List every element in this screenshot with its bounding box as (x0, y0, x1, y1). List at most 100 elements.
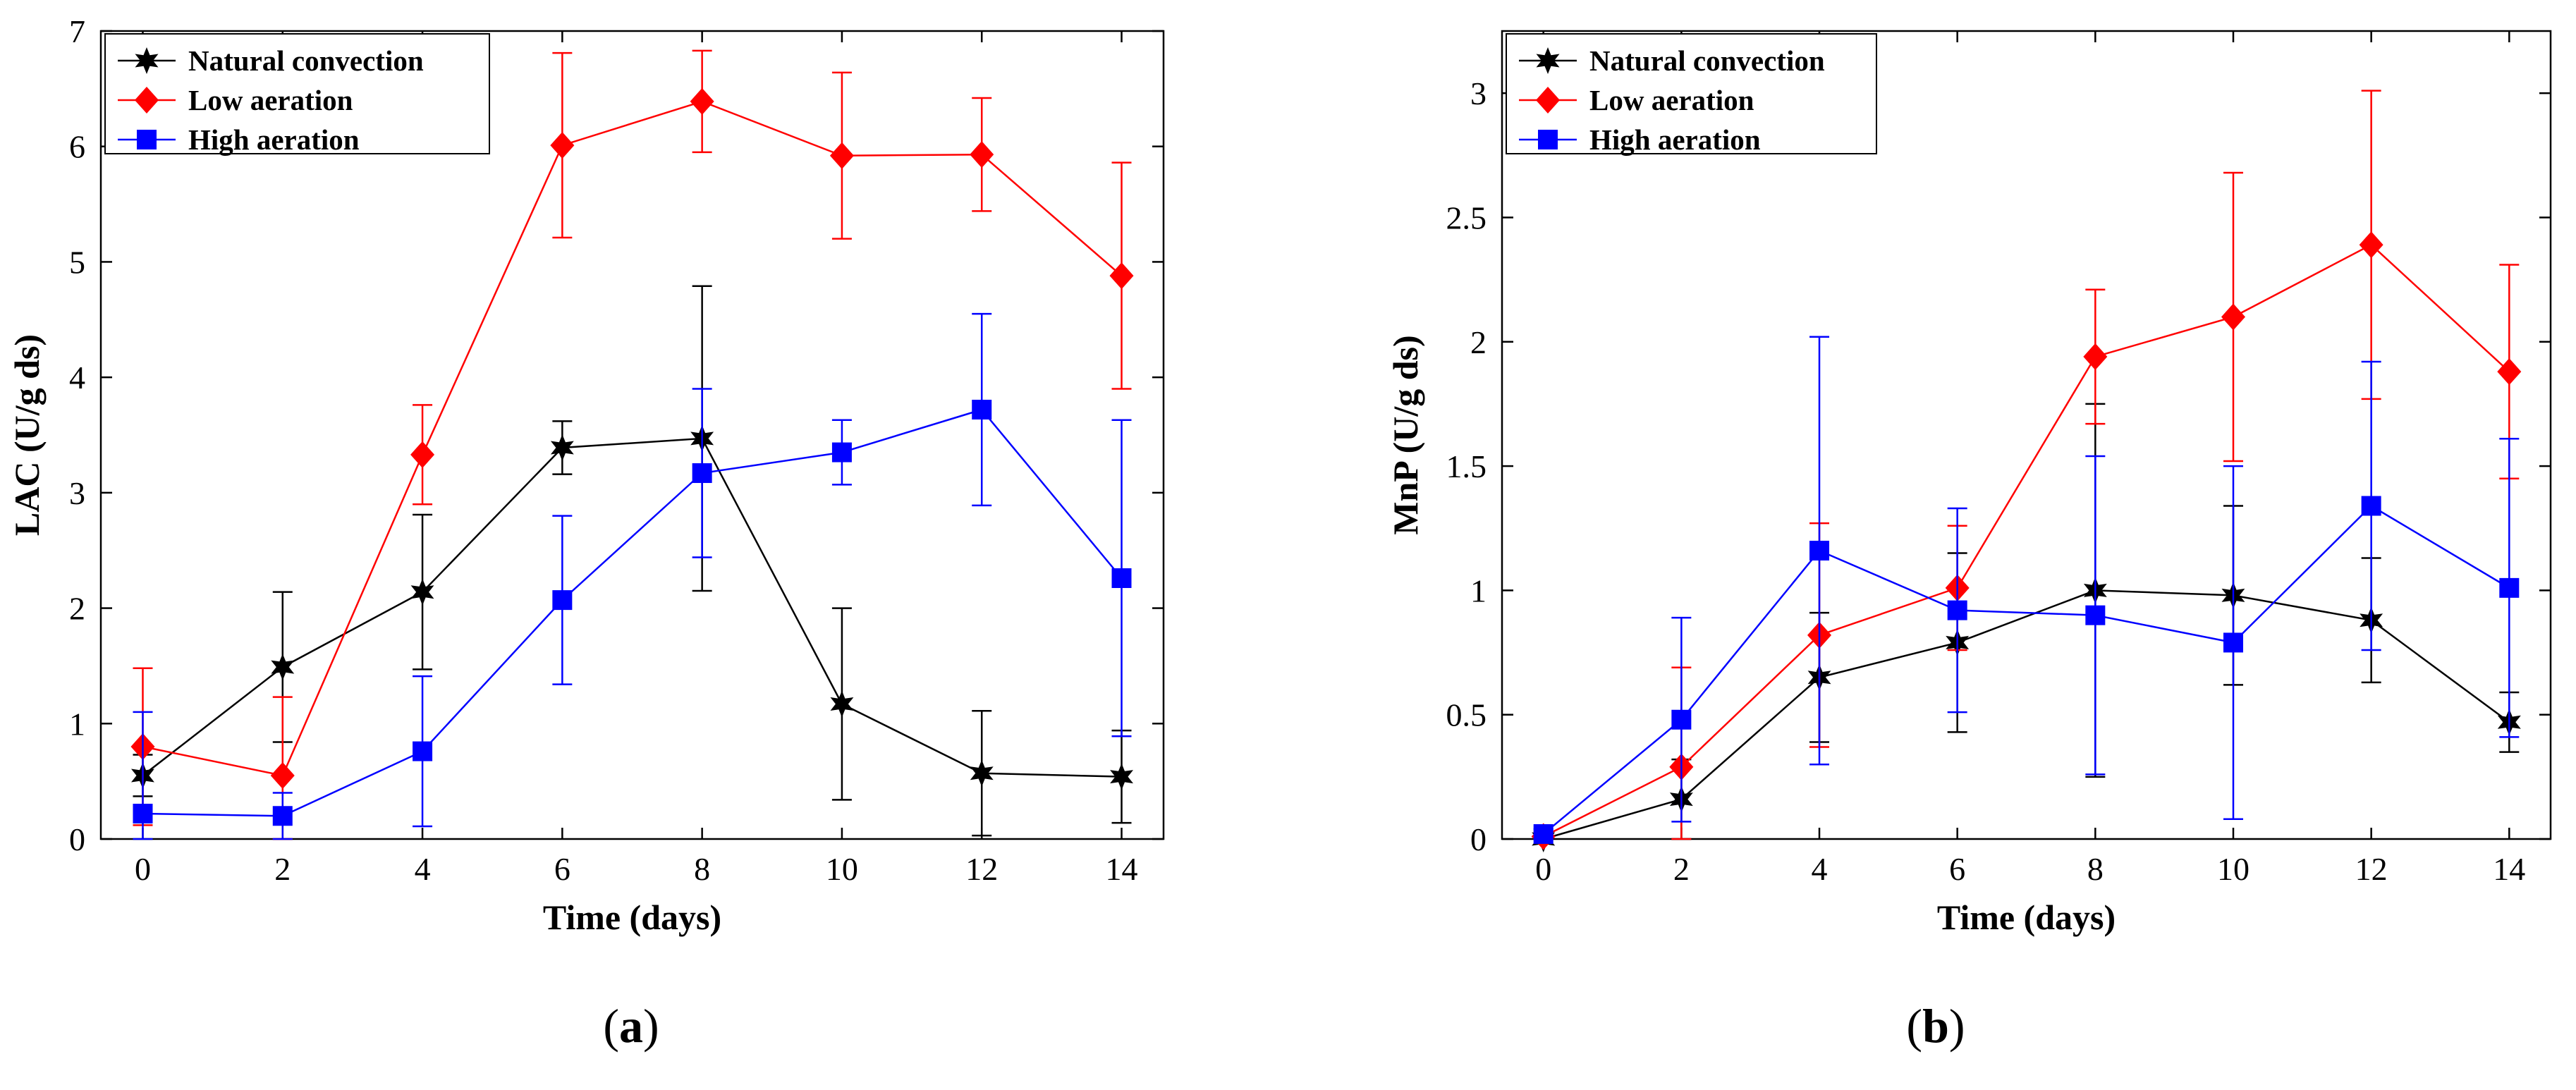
x-tick-label: 0 (1535, 851, 1551, 887)
data-point-diamond (2083, 343, 2108, 370)
data-point-square (2499, 577, 2520, 598)
x-tick-label: 6 (554, 851, 570, 887)
legend-label: High aeration (1589, 123, 1761, 156)
series-line (1543, 589, 2510, 840)
y-tick-label: 1 (69, 706, 85, 742)
data-point-star (1110, 763, 1133, 790)
legend: Natural convection Low aeration High aerat… (1506, 33, 1877, 156)
data-point-square (1947, 600, 1967, 620)
data-point-square (1671, 709, 1692, 730)
data-point-star (410, 578, 434, 606)
panel-a-caption: (a) (603, 999, 659, 1053)
data-point-square (2085, 605, 2106, 625)
legend-entry: High aeration (1519, 123, 1761, 156)
y-tick-label: 4 (69, 360, 85, 396)
y-tick-label: 3 (69, 475, 85, 511)
data-point-square (1809, 540, 1830, 561)
data-layer (130, 49, 1134, 840)
x-tick-label: 4 (415, 851, 431, 887)
data-point-star (970, 759, 994, 787)
plot-area (1501, 30, 2552, 840)
data-point-square (2361, 496, 2381, 516)
data-point-star (550, 434, 574, 461)
x-tick-label: 12 (965, 851, 998, 887)
series-high-aeration (133, 312, 1132, 840)
y-tick-label: 0 (69, 821, 85, 857)
series-high-aeration (1533, 336, 2520, 844)
data-layer (1531, 90, 2522, 852)
data-point-square (2223, 632, 2243, 653)
data-point-diamond (2221, 303, 2245, 331)
legend-marker-diamond (1536, 87, 1560, 114)
series-line (1542, 504, 2510, 835)
data-point-star (271, 654, 295, 681)
y-tick-label: 0.5 (1446, 697, 1487, 733)
y-tick-label: 2.5 (1446, 200, 1487, 235)
data-point-square (552, 590, 573, 611)
data-point-square (692, 463, 712, 484)
legend-marker-diamond (135, 87, 159, 114)
data-point-square (972, 399, 992, 420)
data-point-diamond (410, 441, 435, 468)
legend-label: High aeration (188, 123, 360, 156)
data-point-diamond (550, 132, 575, 159)
data-point-diamond (1109, 262, 1134, 290)
x-tick-label: 6 (1949, 851, 1965, 887)
legend-marker-star (1536, 47, 1560, 74)
data-point-diamond (970, 141, 994, 169)
series-low-aeration (130, 49, 1134, 840)
y-tick-label: 0 (1470, 821, 1487, 857)
legend-label: Natural convection (1589, 44, 1825, 77)
data-point-diamond (690, 87, 714, 115)
legend-entry: Low aeration (118, 84, 353, 116)
y-axis-label: MnP (U/g ds) (1386, 335, 1425, 534)
data-point-diamond (270, 761, 295, 789)
legend-box (104, 33, 490, 154)
data-point-square (1111, 568, 1132, 589)
legend-entry: Natural convection (118, 44, 424, 77)
legend-entry: Low aeration (1519, 84, 1754, 116)
x-tick-label: 8 (694, 851, 710, 887)
y-tick-label: 5 (69, 244, 85, 280)
x-tick-label: 10 (2217, 851, 2250, 887)
panel-b-chart: 0 2 4 6 8 10 12 14 0 0.5 1 1.5 2 2.5 3 Time (days) MnP (… (1386, 30, 2552, 937)
y-tick-label: 2 (1470, 324, 1487, 360)
legend-box (1506, 33, 1877, 154)
legend-marker-star (135, 47, 159, 74)
y-axis-label: LAC (U/g ds) (7, 334, 47, 536)
data-point-star (830, 690, 854, 718)
legend-marker-square (137, 130, 157, 149)
data-point-square (272, 806, 293, 826)
legend: Natural convection Low aeration High aerat… (104, 33, 490, 156)
series-line (142, 100, 1123, 777)
legend-label: Low aeration (1589, 84, 1754, 116)
x-tick-label: 10 (826, 851, 858, 887)
x-tick-label: 2 (1673, 851, 1690, 887)
data-point-diamond (2497, 358, 2522, 386)
plot-area (99, 30, 1165, 840)
x-tick-label: 12 (2355, 851, 2388, 887)
data-point-square (133, 803, 153, 823)
x-tick-label: 0 (135, 851, 151, 887)
data-point-square (413, 741, 433, 761)
x-tick-label: 14 (2493, 851, 2525, 887)
legend-label: Natural convection (188, 44, 424, 77)
data-point-diamond (2359, 231, 2383, 259)
legend-entry: Natural convection (1519, 44, 1825, 77)
legend-label: Low aeration (188, 84, 353, 116)
panel-a-letter: a (619, 999, 643, 1053)
x-tick-label: 14 (1106, 851, 1138, 887)
x-axis-label: Time (days) (543, 898, 721, 937)
y-tick-label: 7 (69, 13, 85, 49)
y-tick-label: 1 (1470, 572, 1487, 608)
x-tick-label: 2 (274, 851, 291, 887)
y-tick-label: 3 (1470, 75, 1487, 111)
data-point-square (831, 442, 852, 463)
x-tick-label: 4 (1812, 851, 1828, 887)
x-tick-label: 8 (2087, 851, 2104, 887)
series-line (142, 437, 1122, 778)
legend-entry: High aeration (118, 123, 360, 156)
y-tick-label: 1.5 (1446, 448, 1487, 484)
